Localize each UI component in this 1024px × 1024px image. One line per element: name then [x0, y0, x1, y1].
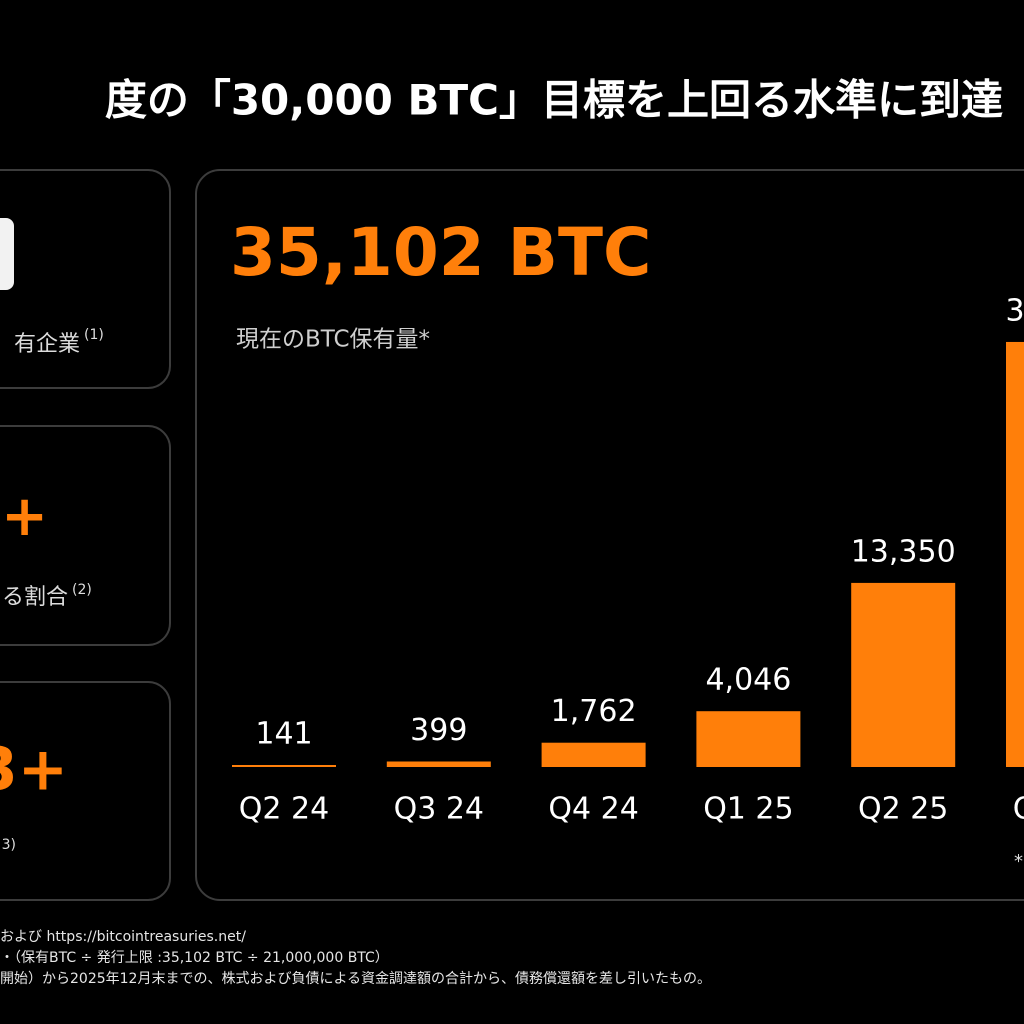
footnote: ・（保有BTC ÷ 発行上限 :35,102 BTC ÷ 21,000,000 … [0, 950, 389, 966]
footnote: および https://bitcointreasuries.net/ [0, 929, 246, 945]
logo-block [0, 218, 14, 290]
data-label: 141 [255, 717, 312, 752]
x-tick-label: Q3 25 [1013, 792, 1024, 827]
bar [851, 582, 956, 767]
data-label: 1,762 [551, 694, 637, 729]
stat-card [0, 425, 171, 646]
x-tick-label: Q2 24 [239, 792, 329, 827]
slide-title: 度の「30,000 BTC」目標を上回る水準に到達 [105, 76, 1003, 125]
x-tick-label: Q3 24 [394, 792, 484, 827]
card-label: 有企業 [14, 332, 80, 357]
footnote: 開始）から2025年12月末までの、株式および負債による資金調達額の合計から、債… [0, 971, 711, 987]
card-label: る割合 [2, 585, 68, 610]
chart-subtitle: 現在のBTC保有量* [236, 327, 430, 353]
chart-title: 35,102 BTC [230, 214, 651, 291]
stat-card [0, 681, 171, 901]
x-tick-label: Q4 24 [548, 792, 638, 827]
bar [386, 761, 491, 767]
bar [541, 742, 646, 767]
stat-card [0, 169, 171, 389]
bar [696, 711, 801, 767]
data-label: 30,823 [1006, 293, 1024, 328]
bar [1006, 341, 1024, 767]
chart-card [195, 169, 1024, 901]
data-label: 4,046 [705, 663, 791, 698]
card-value: 3+ [0, 735, 68, 805]
bar [232, 765, 336, 767]
data-label: 399 [410, 713, 467, 748]
footnote-mark: * [1014, 851, 1023, 872]
data-label: 13,350 [851, 534, 956, 569]
x-tick-label: Q1 25 [703, 792, 793, 827]
card-value: + [1, 484, 48, 549]
card-note: (1) [84, 327, 104, 343]
x-tick-label: Q2 25 [858, 792, 948, 827]
card-note: 3) [2, 837, 16, 853]
card-note: (2) [72, 582, 92, 598]
